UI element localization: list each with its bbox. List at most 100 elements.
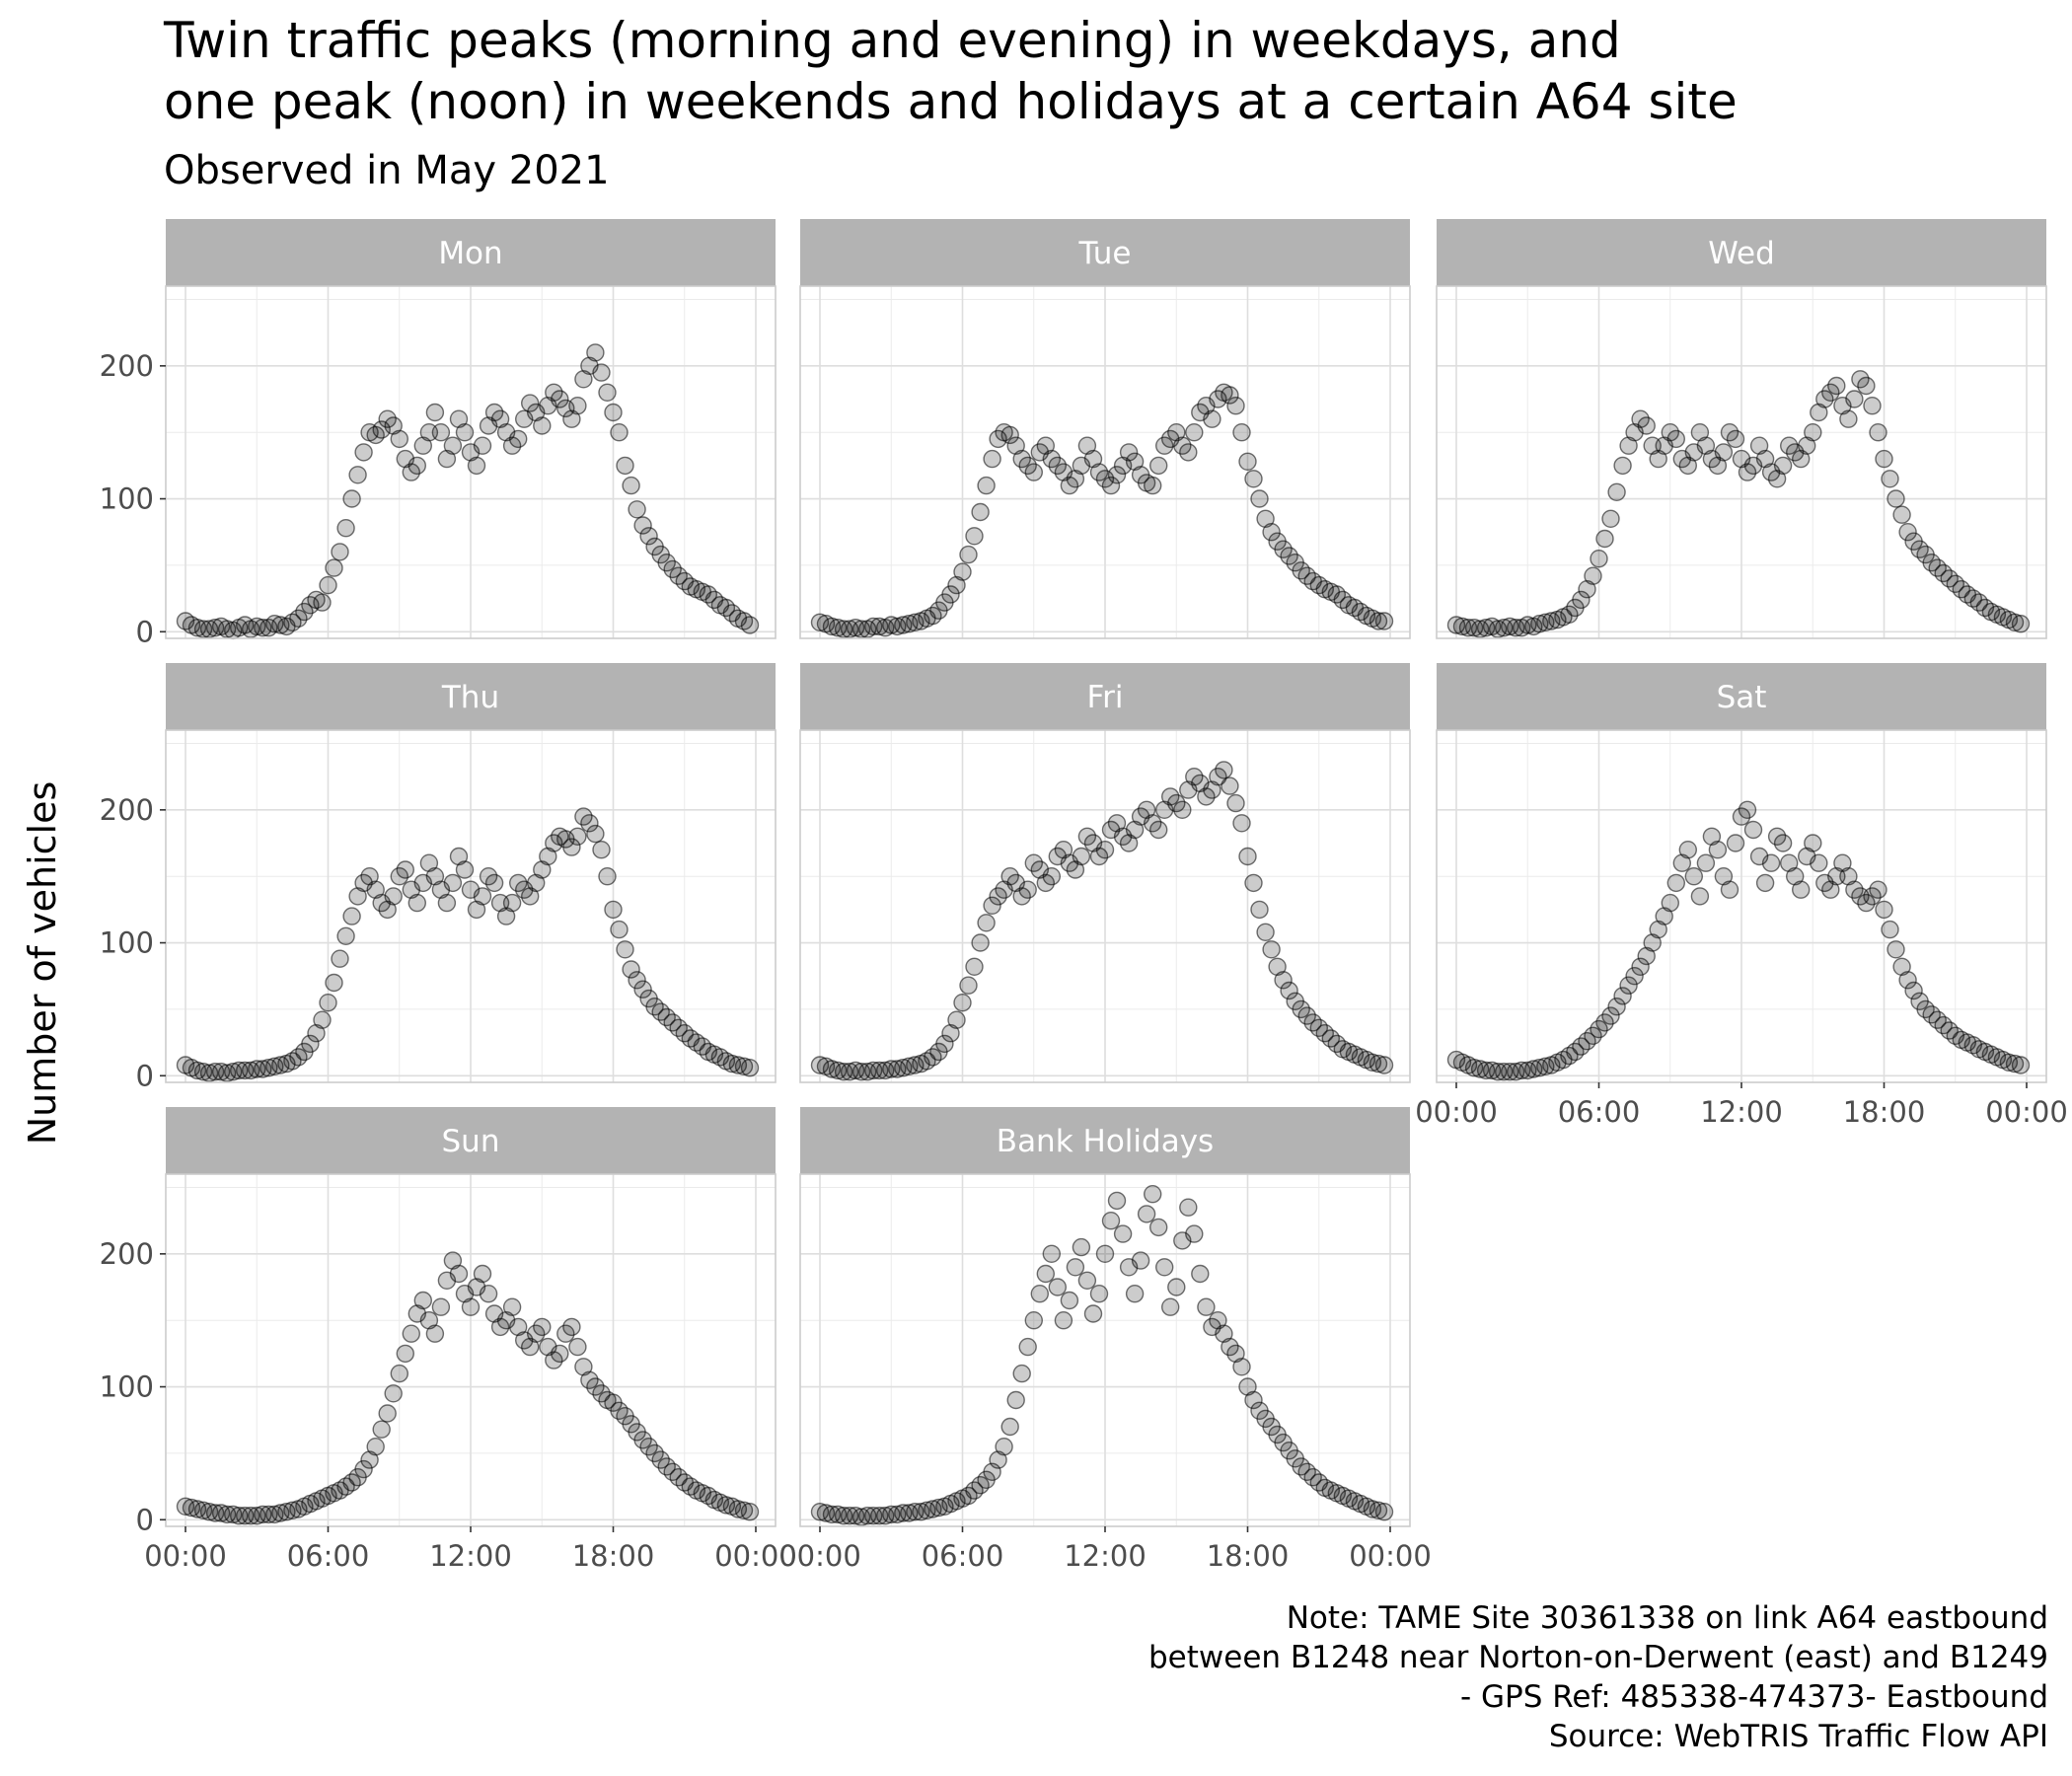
- data-point: [740, 1058, 760, 1077]
- facet-sat: Sat 00:00 06:00 12:00 18:00 00:00: [1415, 663, 2068, 1129]
- data-point: [1185, 1224, 1204, 1243]
- data-point: [562, 838, 581, 856]
- data-point: [313, 1010, 332, 1029]
- data-point: [407, 893, 426, 913]
- data-point: [1755, 873, 1775, 893]
- data-point: [473, 436, 492, 455]
- data-point: [941, 585, 960, 604]
- facet-strip: [166, 1107, 776, 1174]
- y-tick-label: 100: [100, 926, 154, 960]
- data-point: [1077, 1271, 1097, 1291]
- data-point: [283, 1501, 302, 1520]
- data-point: [598, 383, 617, 402]
- data-point: [1773, 456, 1793, 476]
- data-point: [1738, 800, 1757, 819]
- data-point: [319, 575, 337, 595]
- data-point: [586, 824, 605, 844]
- data-point: [1101, 1211, 1121, 1230]
- points-thu: [176, 807, 760, 1082]
- data-point: [413, 1291, 432, 1310]
- data-point: [521, 1337, 540, 1357]
- data-point: [1232, 814, 1251, 833]
- data-point: [1720, 880, 1739, 899]
- facet-label: Sat: [1717, 680, 1767, 715]
- data-point: [437, 449, 457, 469]
- data-point: [983, 896, 1001, 915]
- data-point: [959, 976, 978, 995]
- facet-strip: [1437, 219, 2046, 286]
- facet-label: Bank Holidays: [997, 1124, 1214, 1159]
- data-point: [1643, 933, 1662, 952]
- data-point: [568, 1337, 587, 1357]
- data-point: [616, 456, 634, 476]
- data-point: [1631, 957, 1650, 976]
- points-sun: [176, 1251, 760, 1525]
- data-point: [810, 1056, 830, 1074]
- data-point: [331, 949, 349, 968]
- data-point: [1767, 470, 1787, 488]
- data-point: [1845, 390, 1864, 408]
- data-point: [604, 900, 623, 920]
- facet-wed: Wed: [1436, 219, 2047, 639]
- data-point: [1072, 1237, 1091, 1257]
- data-point: [1839, 409, 1858, 428]
- data-point: [1726, 429, 1745, 449]
- x-tick-label: 12:00: [429, 1539, 512, 1573]
- data-point: [639, 527, 658, 546]
- data-point: [1881, 920, 1899, 939]
- data-point: [568, 827, 587, 846]
- data-point: [342, 489, 361, 508]
- caption-line-4: Source: WebTRIS Traffic Flow API: [1549, 1719, 2048, 1754]
- data-point: [1369, 1501, 1388, 1520]
- data-point: [449, 1264, 469, 1284]
- data-point: [1232, 423, 1251, 442]
- data-point: [1773, 834, 1793, 852]
- data-point: [622, 960, 640, 979]
- facet-panels: Mon 0 100 200 Tue Wed Thu 0 100 200 Fri Sat 00:00 06:…: [100, 219, 2068, 1573]
- data-point: [1154, 1258, 1174, 1277]
- data-point: [1244, 873, 1263, 893]
- data-point: [1869, 423, 1887, 442]
- data-point: [1018, 1337, 1037, 1357]
- data-point: [396, 860, 414, 879]
- data-point: [348, 466, 367, 484]
- data-point: [1256, 923, 1275, 941]
- data-point: [1607, 482, 1626, 501]
- data-point: [1726, 834, 1745, 852]
- x-tick-label: 12:00: [1700, 1095, 1783, 1129]
- data-point: [610, 423, 629, 442]
- data-point: [455, 423, 475, 442]
- data-point: [431, 423, 451, 442]
- data-point: [1749, 436, 1769, 455]
- data-point: [1678, 841, 1698, 859]
- data-point: [1374, 1056, 1394, 1074]
- data-point: [633, 980, 652, 999]
- data-point: [1215, 761, 1233, 779]
- data-point: [965, 957, 984, 976]
- data-point: [1250, 900, 1269, 920]
- data-point: [1690, 887, 1710, 906]
- x-tick-label: 06:00: [287, 1539, 370, 1573]
- data-point: [1601, 509, 1620, 528]
- data-point: [604, 403, 623, 422]
- data-point: [1649, 449, 1667, 469]
- facet-label: Thu: [441, 680, 499, 715]
- data-point: [551, 1344, 569, 1364]
- y-tick-label: 200: [100, 349, 154, 383]
- data-point: [461, 1297, 481, 1316]
- data-point: [1185, 423, 1204, 442]
- data-point: [1089, 1284, 1109, 1303]
- data-point: [947, 1010, 966, 1029]
- data-point: [1160, 1297, 1180, 1316]
- data-point: [1167, 1278, 1186, 1296]
- data-point: [2005, 613, 2025, 631]
- data-point: [1221, 777, 1239, 795]
- data-point: [1244, 470, 1263, 488]
- data-point: [1179, 443, 1198, 462]
- data-point: [2011, 615, 2031, 633]
- data-point: [1148, 1218, 1168, 1237]
- x-tick-label: 06:00: [922, 1539, 1004, 1573]
- data-point: [995, 1437, 1013, 1456]
- data-point: [1036, 1264, 1056, 1284]
- points-fri: [810, 761, 1394, 1081]
